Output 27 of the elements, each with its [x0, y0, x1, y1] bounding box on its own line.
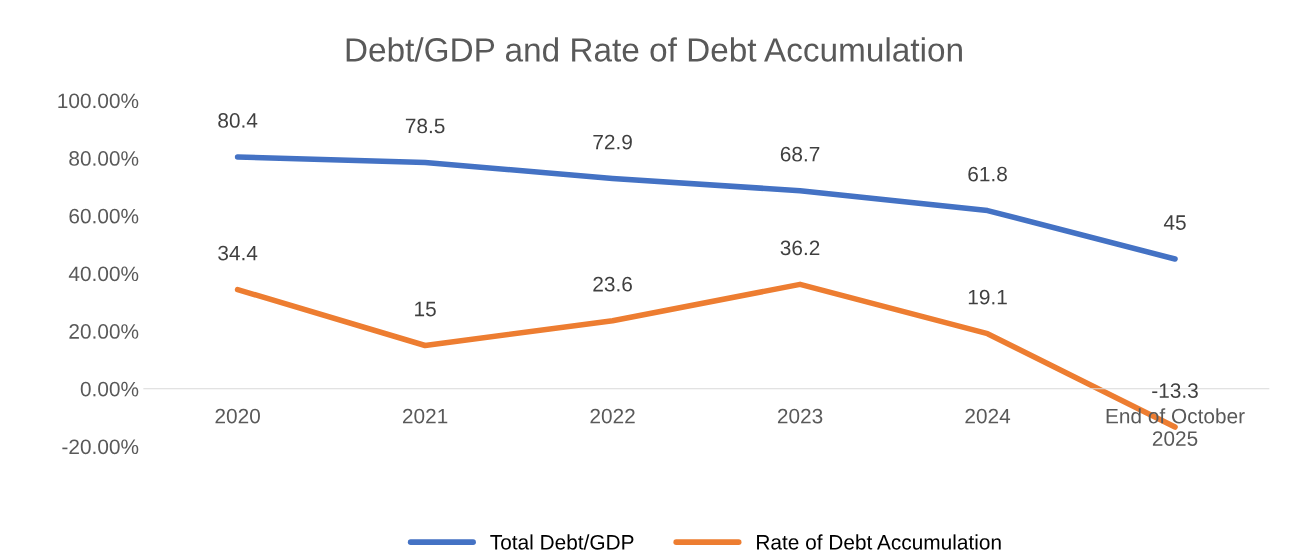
data-label: 15: [415, 301, 436, 317]
data-label: 36.2: [780, 240, 820, 256]
y-tick-label: 100.00%: [58, 93, 139, 109]
y-tick-label: 60.00%: [69, 208, 139, 224]
y-tick-label: 0.00%: [80, 381, 139, 397]
data-label: 23.6: [593, 276, 632, 292]
x-tick-label: 2023: [777, 408, 823, 424]
data-label: 68.7: [780, 146, 820, 162]
data-label: 45: [1163, 215, 1186, 230]
x-tick-label: 2021: [402, 408, 448, 424]
data-label: 34.4: [218, 245, 258, 261]
data-label: 80.4: [218, 113, 258, 128]
data-label: 19.1: [968, 289, 1007, 305]
data-label: 78.5: [405, 118, 445, 134]
legend-label: Rate of Debt Accumulation: [757, 534, 1001, 550]
legend-label: Total Debt/GDP: [490, 534, 634, 550]
data-label: -13.3: [1152, 383, 1198, 398]
x-tick-label: 2024: [965, 408, 1011, 424]
chart-title: Debt/GDP and Rate of Debt Accumulation: [346, 37, 962, 62]
x-tick-label: 2022: [590, 408, 635, 424]
y-tick-label: 20.00%: [69, 324, 139, 339]
y-tick-label: 80.00%: [69, 151, 139, 166]
x-tick-label: 2020: [215, 408, 260, 424]
data-label: 72.9: [593, 134, 632, 150]
y-tick-label: 40.00%: [68, 266, 139, 282]
y-tick-label: -20.00%: [62, 439, 139, 455]
data-label: 61.8: [968, 166, 1007, 182]
